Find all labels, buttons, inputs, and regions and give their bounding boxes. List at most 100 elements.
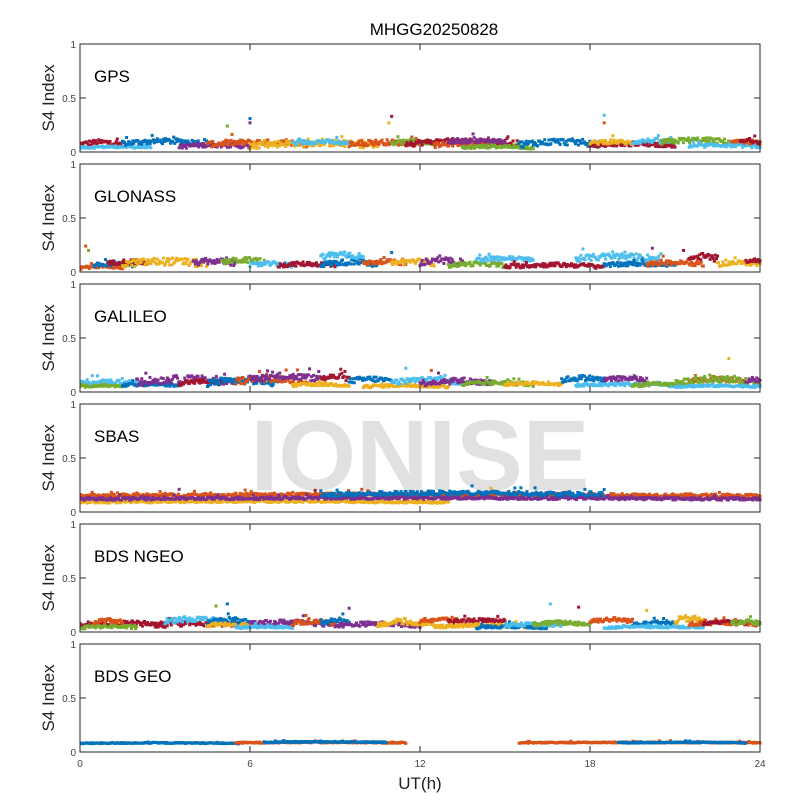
data-point <box>727 260 731 264</box>
data-point <box>255 499 259 503</box>
data-point <box>752 140 756 144</box>
data-point <box>459 380 463 384</box>
data-point <box>484 379 488 383</box>
data-point <box>556 261 560 265</box>
data-point <box>311 378 315 382</box>
data-point <box>327 376 331 380</box>
data-point <box>175 140 179 144</box>
data-point <box>593 255 597 259</box>
data-point <box>364 261 368 265</box>
data-point <box>179 140 183 144</box>
data-point <box>89 140 93 144</box>
data-point <box>412 138 416 142</box>
data-point <box>246 492 250 496</box>
data-point <box>216 379 220 383</box>
data-point <box>753 134 757 138</box>
data-point <box>104 495 108 499</box>
data-point <box>428 139 432 143</box>
data-point <box>309 379 313 383</box>
data-point <box>149 261 153 265</box>
data-point <box>147 262 151 266</box>
data-point <box>451 141 455 145</box>
data-point <box>591 384 595 388</box>
data-point <box>404 384 408 388</box>
data-point <box>306 263 310 267</box>
data-point <box>84 381 88 385</box>
data-point <box>393 380 397 384</box>
data-point <box>396 135 400 139</box>
data-point <box>581 247 585 251</box>
data-point <box>224 380 228 384</box>
data-point <box>599 379 603 383</box>
data-point <box>582 384 586 388</box>
data-point <box>477 140 481 144</box>
panel-label: GPS <box>94 67 130 86</box>
data-point <box>307 492 311 496</box>
data-point <box>291 372 295 376</box>
data-point <box>450 257 454 261</box>
data-point <box>668 385 672 389</box>
data-point <box>110 495 114 499</box>
data-point <box>311 140 315 144</box>
data-point <box>210 500 214 504</box>
data-point <box>368 375 372 379</box>
data-point <box>482 143 486 147</box>
data-point <box>621 383 625 387</box>
data-point <box>260 373 264 377</box>
data-point <box>136 262 140 266</box>
data-point <box>480 257 484 261</box>
data-point <box>266 145 270 149</box>
data-point <box>645 382 649 386</box>
data-point <box>105 493 109 497</box>
data-point <box>457 143 461 147</box>
data-point <box>339 367 343 371</box>
data-point <box>654 494 658 498</box>
data-point <box>103 493 107 497</box>
data-point <box>299 383 303 387</box>
data-point <box>454 377 458 381</box>
data-point <box>508 144 512 148</box>
data-point <box>730 378 734 382</box>
data-point <box>440 139 444 143</box>
data-point <box>174 137 178 141</box>
data-point <box>340 135 344 139</box>
data-point <box>623 250 627 254</box>
data-point <box>284 144 288 148</box>
data-point <box>627 144 631 148</box>
data-point <box>672 141 676 145</box>
data-point <box>500 142 504 146</box>
data-point <box>601 144 605 148</box>
data-point <box>252 374 256 378</box>
data-point <box>617 379 621 383</box>
data-point <box>603 254 607 258</box>
data-point <box>310 142 314 146</box>
data-point <box>90 142 94 146</box>
data-point <box>755 140 759 144</box>
data-point <box>390 138 394 142</box>
data-point <box>433 146 437 150</box>
data-point <box>530 139 534 143</box>
data-point <box>489 258 493 262</box>
data-point <box>275 141 279 145</box>
data-point <box>458 378 462 382</box>
data-point <box>248 492 252 496</box>
outlier-point <box>87 248 90 252</box>
data-point <box>520 263 524 267</box>
data-point <box>251 491 255 495</box>
data-point <box>548 261 552 265</box>
data-point <box>107 141 111 145</box>
data-point <box>688 379 692 383</box>
data-point <box>276 372 280 376</box>
data-point <box>175 494 179 498</box>
data-point <box>220 381 224 385</box>
data-point <box>482 381 486 385</box>
data-point <box>183 257 187 261</box>
data-point <box>468 377 472 381</box>
data-point <box>88 265 92 269</box>
data-point <box>754 261 758 265</box>
data-point <box>147 139 151 143</box>
data-point <box>118 267 122 271</box>
data-point <box>251 376 255 380</box>
data-point <box>754 380 758 384</box>
